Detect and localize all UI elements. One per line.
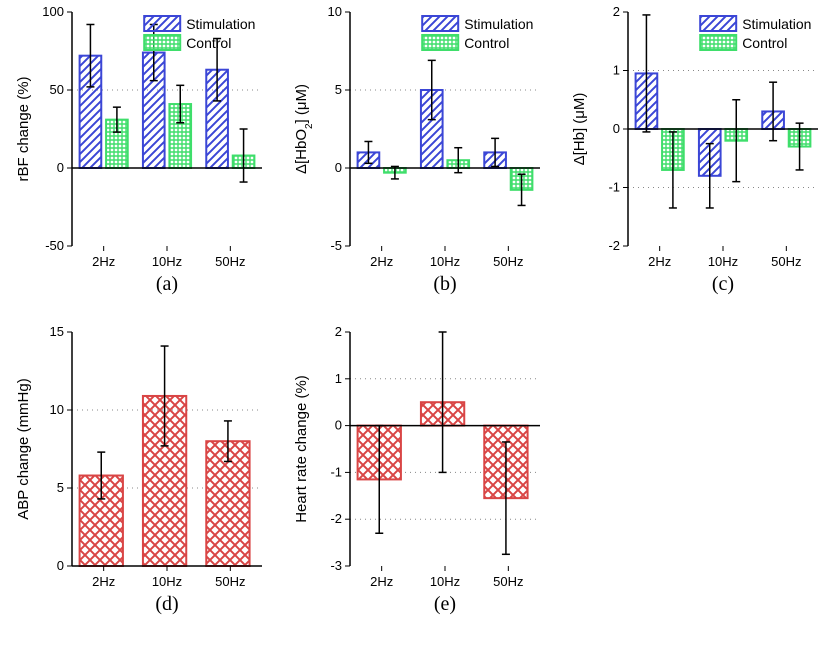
xtick-label: 2Hz	[370, 254, 393, 269]
y-axis-label: Δ[Hb] (μM)	[571, 93, 588, 166]
ytick-label: -1	[330, 464, 342, 479]
legend: Stimulation Control	[422, 16, 533, 51]
xtick-label: 10Hz	[152, 254, 182, 269]
ytick-label: -2	[330, 511, 342, 526]
xtick-label: 2Hz	[648, 254, 671, 269]
panel-label: (d)	[155, 593, 178, 615]
ytick-label: 10	[328, 4, 342, 19]
ytick-label: 10	[50, 402, 64, 417]
legend-swatch-stimulation	[700, 16, 736, 31]
ytick-label: -3	[330, 558, 342, 573]
ytick-label: -5	[330, 238, 342, 253]
xtick-label: 2Hz	[92, 574, 115, 589]
ytick-label: 5	[335, 82, 342, 97]
ytick-label: -1	[608, 180, 620, 195]
legend-label: Control	[186, 35, 231, 51]
ytick-label: 2	[335, 324, 342, 339]
ytick-label: -50	[45, 238, 64, 253]
legend-swatch-stimulation	[144, 16, 180, 31]
xtick-label: 50Hz	[771, 254, 801, 269]
panel-a: -50 0 50 100 2Hz 10Hz 50Hz rBF change (%) (a) Sti…	[10, 0, 270, 300]
xtick-label: 2Hz	[92, 254, 115, 269]
xtick-label: 50Hz	[215, 254, 245, 269]
legend-label: Stimulation	[742, 16, 811, 32]
legend-swatch-control	[422, 35, 458, 50]
panel-label: (c)	[712, 273, 734, 295]
y-axis-label: Heart rate change (%)	[293, 375, 310, 523]
ytick-label: 0	[57, 160, 64, 175]
xtick-label: 50Hz	[215, 574, 245, 589]
ytick-label: 15	[50, 324, 64, 339]
panel-label: (b)	[433, 273, 456, 295]
ytick-label: 0	[613, 121, 620, 136]
legend: Stimulation Control	[144, 16, 255, 51]
ytick-label: 0	[57, 558, 64, 573]
panel-b: -5 0 5 10 2Hz 10Hz 50Hz Δ[HbO2] (μM) (b) Stimulat…	[288, 0, 548, 300]
xtick-label: 2Hz	[370, 574, 393, 589]
ytick-label: 0	[335, 160, 342, 175]
y-axis-label: Δ[HbO2] (μM)	[293, 84, 315, 174]
y-axis-label: ABP change (mmHg)	[15, 378, 32, 519]
xtick-label: 50Hz	[493, 574, 523, 589]
legend-swatch-stimulation	[422, 16, 458, 31]
legend: Stimulation Control	[700, 16, 811, 51]
legend-label: Control	[742, 35, 787, 51]
ytick-label: 5	[57, 480, 64, 495]
xtick-label: 10Hz	[430, 254, 460, 269]
xtick-label: 10Hz	[708, 254, 738, 269]
ytick-label: 2	[613, 4, 620, 19]
legend-swatch-control	[700, 35, 736, 50]
panel-label: (e)	[434, 593, 456, 615]
legend-swatch-control	[144, 35, 180, 50]
panel-e: -3 -2 -1 0 1 2 2Hz 10Hz 50Hz Heart rate change (%…	[288, 320, 548, 620]
panel-d: 0 5 10 15 2Hz 10Hz 50Hz ABP change (mmHg) (d)	[10, 320, 270, 620]
xtick-label: 10Hz	[430, 574, 460, 589]
xtick-label: 10Hz	[152, 574, 182, 589]
panel-label: (a)	[156, 273, 178, 295]
ytick-label: 1	[335, 371, 342, 386]
ytick-label: 0	[335, 418, 342, 433]
legend-label: Control	[464, 35, 509, 51]
xtick-label: 50Hz	[493, 254, 523, 269]
y-axis-label: rBF change (%)	[15, 76, 32, 181]
legend-label: Stimulation	[186, 16, 255, 32]
ytick-label: -2	[608, 238, 620, 253]
ytick-label: 1	[613, 63, 620, 78]
panel-c: -2 -1 0 1 2 2Hz 10Hz 50Hz Δ[Hb] (μM) (c) Stimulati…	[566, 0, 826, 300]
legend-label: Stimulation	[464, 16, 533, 32]
ytick-label: 50	[50, 82, 64, 97]
ytick-label: 100	[42, 4, 64, 19]
